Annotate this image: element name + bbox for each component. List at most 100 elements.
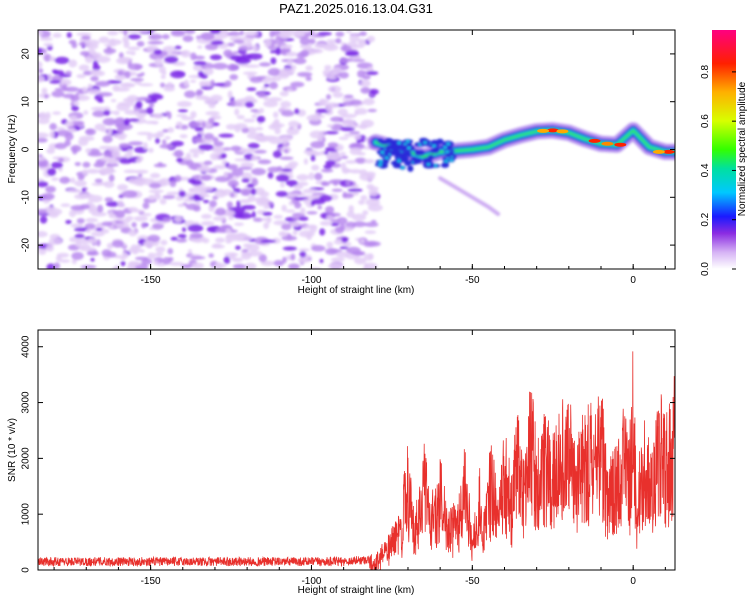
noise-blob [52, 111, 61, 115]
noise-blob [117, 70, 124, 76]
noise-blob [74, 234, 85, 239]
noise-blob [148, 189, 164, 194]
noise-blob [137, 173, 143, 178]
noise-blob [105, 201, 120, 207]
noise-blob [163, 86, 176, 92]
x-tick-label: -100 [301, 275, 321, 286]
noise-blob [359, 79, 371, 88]
noise-blob [90, 75, 99, 82]
y-tick-label: 4000 [21, 335, 32, 358]
noise-blob [235, 57, 251, 65]
noise-blob [288, 263, 300, 269]
noise-blob [178, 190, 186, 198]
noise-blobs [38, 30, 383, 269]
noise-blob [136, 244, 143, 249]
noise-blob [106, 242, 114, 250]
noise-blob [344, 50, 360, 57]
x-tick-label: -150 [141, 576, 161, 587]
y-tick-label: 20 [21, 48, 32, 60]
noise-blob [192, 194, 201, 200]
noise-blob [95, 227, 103, 232]
noise-blob [251, 168, 267, 176]
noise-blob [53, 262, 61, 269]
noise-blob [146, 133, 153, 141]
noise-blob [341, 236, 349, 243]
noise-blob [190, 111, 197, 118]
noise-blob [38, 48, 43, 55]
noise-blob [363, 158, 375, 164]
noise-blob [328, 249, 343, 253]
noise-blob [147, 40, 164, 45]
noise-blob [155, 137, 160, 144]
noise-blob [278, 231, 287, 237]
noise-blob [121, 252, 129, 259]
noise-blob [194, 126, 204, 132]
noise-blob [79, 204, 90, 210]
noise-blob [340, 162, 347, 171]
noise-blob [176, 157, 183, 163]
noise-blob [89, 69, 103, 75]
noise-blob [190, 52, 197, 61]
noise-blob [302, 188, 317, 194]
noise-blob [55, 255, 62, 262]
noise-blob [283, 164, 296, 170]
snr-x-ticks: -150 -100 -50 0 [53, 330, 666, 587]
noise-blob [357, 40, 367, 47]
noise-blob [209, 54, 222, 61]
noise-blob [252, 99, 258, 104]
noise-blob [127, 46, 141, 51]
snr-panel: -150 -100 -50 0 0 1000 2000 3000 4000 Height of… [7, 329, 676, 596]
noise-blob [104, 197, 114, 203]
noise-blob [317, 31, 332, 36]
noise-blob [294, 108, 300, 115]
noise-blob [234, 222, 244, 226]
noise-blob [160, 74, 166, 80]
noise-blob [336, 217, 348, 225]
noise-blob [115, 210, 126, 218]
noise-blob [326, 39, 337, 43]
noise-blob [275, 47, 281, 56]
colorbar-tick-label: 0.4 [700, 163, 711, 177]
noise-blob [353, 133, 362, 141]
noise-blob [71, 94, 80, 102]
noise-blob [162, 34, 170, 40]
track-speckle-core [443, 146, 447, 149]
x-tick-label: -50 [465, 576, 480, 587]
noise-blob [95, 222, 104, 227]
noise-blob [52, 32, 62, 38]
noise-blob [84, 39, 100, 46]
noise-blob [208, 253, 214, 258]
noise-blob [257, 92, 266, 98]
noise-blob [188, 121, 202, 128]
noise-blob [98, 145, 113, 150]
noise-blob [47, 73, 53, 81]
noise-blob [85, 56, 94, 64]
noise-blob [342, 118, 355, 127]
noise-blob [275, 174, 290, 182]
track-speckle [440, 162, 450, 168]
noise-blob [103, 109, 111, 116]
noise-blob [220, 152, 227, 159]
track-speckle-core [407, 146, 411, 150]
noise-blob [319, 98, 327, 104]
noise-blob [354, 108, 368, 115]
colorbar-ticks: 0.0 0.2 0.4 0.6 0.8 [700, 64, 736, 276]
noise-blob [292, 230, 298, 236]
noise-blob [200, 32, 215, 41]
noise-blob [202, 199, 210, 204]
noise-blob [165, 111, 170, 116]
noise-blob [285, 51, 298, 57]
noise-blob [90, 106, 107, 111]
noise-blob [152, 113, 164, 119]
noise-blob [349, 147, 362, 156]
noise-blob [368, 253, 374, 260]
noise-blob [65, 70, 72, 76]
noise-blob [223, 256, 231, 265]
snr-y-label: SNR (10 * v/v) [7, 418, 18, 482]
x-tick-label: -50 [465, 275, 480, 286]
noise-blob [280, 101, 292, 108]
noise-blob [242, 71, 258, 76]
noise-blob [345, 30, 352, 34]
noise-blob [273, 43, 279, 48]
